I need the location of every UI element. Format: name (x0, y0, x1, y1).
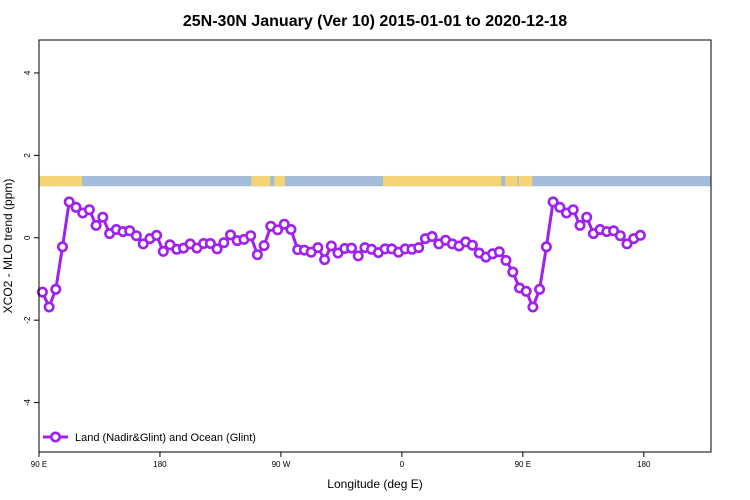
data-point (204, 238, 216, 250)
data-point (137, 238, 149, 250)
data-point (50, 283, 62, 295)
x-tick-label: 90 E (515, 460, 531, 469)
data-point (258, 240, 270, 252)
ocean-band (39, 175, 711, 187)
data-point (157, 245, 169, 257)
data-point (130, 230, 142, 242)
data-point (278, 218, 290, 230)
data-point (621, 238, 633, 250)
land-segment (274, 175, 285, 187)
data-point (285, 224, 297, 236)
land-segment (518, 175, 533, 187)
y-tick-label: 4 (23, 70, 32, 75)
data-point (211, 243, 223, 255)
data-point (540, 241, 552, 253)
data-point (43, 301, 55, 313)
data-point (70, 201, 82, 213)
data-point (466, 239, 478, 251)
land-segment (383, 175, 502, 187)
y-tick-label: 2 (23, 153, 32, 158)
land-segment (251, 175, 271, 187)
legend-label: Land (Nadir&Glint) and Ocean (Glint) (75, 432, 256, 444)
x-tick-label: 90 W (272, 460, 291, 469)
data-point (319, 254, 331, 266)
data-point (527, 301, 539, 313)
land-ocean-band (39, 175, 711, 187)
data-point (581, 211, 593, 223)
y-axis: -4 -2 0 2 4 (23, 70, 39, 406)
x-tick-label: 180 (637, 460, 651, 469)
legend-marker-swatch (49, 431, 61, 443)
data-point (225, 229, 237, 241)
data-point (500, 254, 512, 266)
data-point (83, 204, 95, 216)
data-point (251, 249, 263, 261)
data-point (574, 219, 586, 231)
x-tick-label: 90 E (31, 460, 47, 469)
data-point (534, 283, 546, 295)
land-segment (39, 175, 83, 187)
series-line-group (36, 196, 646, 313)
y-axis-title: XCO2 - MLO trend (ppm) (1, 179, 15, 314)
data-point (634, 229, 646, 241)
data-point (272, 224, 284, 236)
plot-frame (38, 39, 712, 453)
x-tick-label: 180 (153, 460, 167, 469)
y-tick-label: 0 (23, 235, 32, 240)
data-point (312, 242, 324, 254)
data-point (345, 242, 357, 254)
data-point (426, 231, 438, 243)
land-segment (505, 175, 518, 187)
data-point (151, 229, 163, 241)
data-point (245, 230, 257, 242)
data-point (63, 196, 75, 208)
data-point (413, 242, 425, 254)
data-point (218, 237, 230, 249)
x-axis-title: Longitude (deg E) (327, 477, 422, 491)
data-point (97, 211, 109, 223)
legend: Land (Nadir&Glint) and Ocean (Glint) (43, 431, 256, 444)
data-point (520, 285, 532, 297)
data-point (507, 266, 519, 278)
data-point (352, 250, 364, 262)
data-point (325, 240, 337, 252)
data-point (554, 201, 566, 213)
data-point (56, 241, 68, 253)
y-tick-label: -2 (23, 316, 32, 324)
data-point (36, 286, 48, 298)
y-tick-label: -4 (23, 398, 32, 406)
data-point (493, 246, 505, 258)
data-point (547, 196, 559, 208)
data-point (567, 204, 579, 216)
data-point (90, 219, 102, 231)
x-tick-label: 0 (400, 460, 405, 469)
x-axis: 90 E 180 90 W 0 90 E 180 (31, 452, 651, 469)
data-point (614, 230, 626, 242)
chart-title: 25N-30N January (Ver 10) 2015-01-01 to 2… (183, 13, 567, 30)
